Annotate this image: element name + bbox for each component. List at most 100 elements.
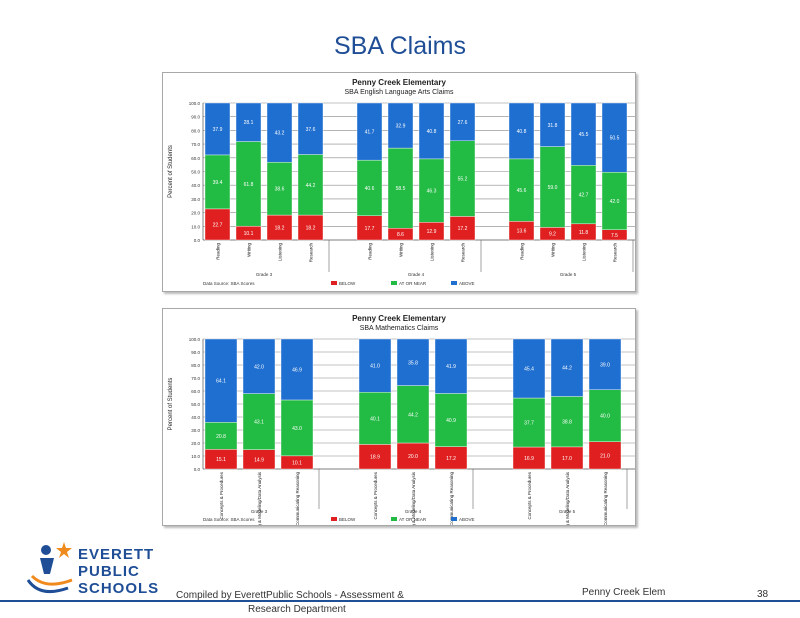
- logo-word-everett: EVERETT: [78, 546, 155, 563]
- legend-label: AT OR NEAR: [399, 281, 427, 286]
- y-tick-label: 40.0: [191, 415, 200, 420]
- bar-segment: [204, 422, 238, 450]
- footer-divider: [0, 600, 800, 602]
- bar-segment: [297, 102, 324, 155]
- y-tick-label: 0.0: [194, 467, 201, 472]
- y-tick-label: 100.0: [189, 101, 201, 106]
- x-tick-label: Communicating Reasoning: [603, 472, 608, 525]
- group-label: Grade 5: [559, 509, 576, 514]
- data-label: 17.0: [562, 456, 572, 462]
- source-note: Data Source: SBA Scores: [203, 517, 255, 522]
- data-label: 18.2: [275, 226, 285, 232]
- data-label: 37.7: [524, 421, 534, 427]
- bar-segment: [297, 214, 324, 241]
- x-tick-label: Research: [309, 243, 314, 263]
- data-label: 20.8: [216, 434, 226, 440]
- x-tick-label: Reading: [368, 243, 373, 260]
- data-label: 41.0: [370, 364, 380, 370]
- y-tick-label: 80.0: [191, 128, 200, 133]
- legend-swatch: [331, 517, 337, 521]
- data-label: 44.2: [306, 183, 316, 189]
- bar-segment: [204, 338, 238, 423]
- x-tick-label: Concepts & Procedures: [219, 471, 224, 519]
- x-tick-label: Listening: [278, 243, 283, 262]
- data-label: 13.6: [517, 229, 527, 235]
- bar-segment: [204, 154, 231, 210]
- y-axis-label: Percent of Students: [168, 145, 174, 198]
- bar-segment: [242, 338, 276, 394]
- bar-segment: [358, 338, 392, 393]
- bar-segment: [396, 385, 430, 444]
- group-label: Grade 4: [408, 272, 425, 277]
- data-label: 37.9: [213, 127, 223, 133]
- x-tick-label: Communicating Reasoning: [295, 472, 300, 525]
- data-label: 61.8: [244, 182, 254, 188]
- y-tick-label: 10.0: [191, 224, 200, 229]
- bar-segment: [280, 338, 314, 401]
- data-label: 18.2: [306, 226, 316, 232]
- group-label: Grade 4: [405, 509, 422, 514]
- legend-label: BELOW: [339, 517, 356, 522]
- data-label: 8.6: [397, 232, 404, 238]
- math-claims-chart: Penny Creek Elementary SBA Mathematics Cl…: [162, 308, 636, 526]
- bar-segment: [449, 102, 476, 142]
- bar-segment: [550, 338, 584, 397]
- bar-segment: [601, 171, 628, 230]
- data-label: 10.1: [292, 460, 302, 466]
- bar-segment: [356, 159, 383, 216]
- data-label: 15.1: [216, 457, 226, 463]
- data-label: 12.9: [427, 229, 437, 235]
- bar-segment: [508, 102, 535, 160]
- data-label: 35.8: [408, 360, 418, 366]
- bar-segment: [418, 102, 445, 160]
- logo-word-public: PUBLIC: [78, 563, 140, 580]
- legend-label: AT OR NEAR: [399, 517, 427, 522]
- y-tick-label: 30.0: [191, 428, 200, 433]
- y-tick-label: 50.0: [191, 402, 200, 407]
- data-label: 17.7: [365, 226, 375, 232]
- x-tick-label: Writing: [551, 243, 556, 257]
- y-tick-label: 0.0: [194, 238, 201, 243]
- bar-segment: [387, 147, 414, 229]
- legend-swatch: [331, 281, 337, 285]
- bar-segment: [512, 397, 546, 448]
- data-label: 42.0: [610, 199, 620, 205]
- logo-figure-icon: [26, 542, 73, 594]
- data-label: 59.0: [548, 185, 558, 191]
- bar-segment: [449, 140, 476, 217]
- bar-segment: [570, 165, 597, 225]
- bar-segment: [570, 102, 597, 166]
- y-tick-label: 50.0: [191, 170, 200, 175]
- x-tick-label: Concepts & Procedures: [373, 471, 378, 519]
- data-label: 17.2: [446, 456, 456, 462]
- data-label: 44.2: [562, 366, 572, 372]
- bar-segment: [396, 338, 430, 386]
- source-note: Data Source: SBA Scores: [203, 281, 255, 286]
- x-tick-label: Research: [461, 243, 466, 263]
- bar-segment: [358, 444, 392, 470]
- x-tick-label: Problem Solving & Modeling/Data Analysis: [257, 471, 262, 525]
- data-label: 20.0: [408, 454, 418, 460]
- footer-compiled-line1: Compiled by EverettPublic Schools - Asse…: [176, 590, 404, 601]
- data-label: 44.2: [408, 412, 418, 418]
- data-label: 17.2: [458, 226, 468, 232]
- data-label: 38.6: [275, 187, 285, 193]
- y-tick-label: 90.0: [191, 350, 200, 355]
- data-label: 40.6: [365, 186, 375, 192]
- y-tick-label: 80.0: [191, 363, 200, 368]
- bar-segment: [387, 102, 414, 149]
- y-tick-label: 60.0: [191, 389, 200, 394]
- data-label: 10.1: [244, 231, 254, 237]
- data-label: 41.9: [446, 364, 456, 370]
- chart-title: Penny Creek Elementary: [352, 314, 446, 323]
- y-tick-label: 70.0: [191, 376, 200, 381]
- bar-segment: [356, 215, 383, 241]
- chart-title: Penny Creek Elementary: [352, 78, 446, 87]
- data-label: 40.8: [427, 129, 437, 135]
- y-tick-label: 70.0: [191, 142, 200, 147]
- data-label: 31.8: [548, 123, 558, 129]
- group-label: Grade 3: [251, 509, 268, 514]
- ela-claims-chart: Penny Creek Elementary SBA English Langua…: [162, 72, 636, 292]
- y-tick-label: 60.0: [191, 156, 200, 161]
- x-tick-label: Writing: [247, 243, 252, 257]
